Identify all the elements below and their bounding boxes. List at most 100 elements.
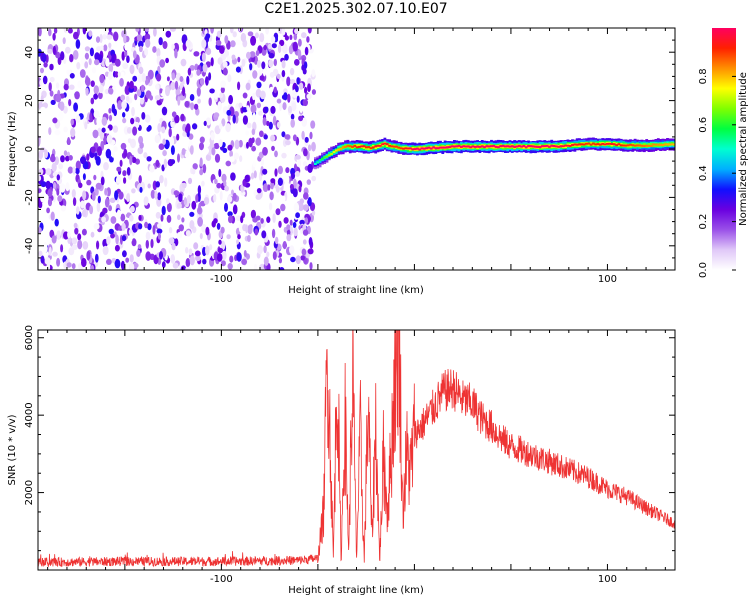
noise-blob — [139, 186, 143, 193]
noise-blob — [275, 208, 281, 216]
noise-blob — [253, 263, 258, 270]
noise-blob — [296, 77, 300, 85]
noise-blob — [254, 228, 259, 236]
noise-blob — [113, 108, 117, 117]
noise-blob — [89, 205, 94, 215]
noise-blob — [190, 102, 195, 111]
noise-blob — [165, 86, 170, 97]
noise-blob — [227, 74, 232, 83]
noise-blob — [82, 173, 86, 181]
noise-blob — [155, 83, 160, 90]
noise-blob — [307, 28, 312, 34]
noise-blob — [222, 67, 228, 76]
noise-blob — [232, 192, 237, 201]
noise-blob — [189, 220, 195, 230]
noise-blob — [116, 166, 122, 172]
noise-blob — [126, 55, 130, 63]
spectrogram-panel: -100 100 -40 -20 0 20 40 Height of straight li… — [7, 27, 676, 296]
noise-blob — [74, 91, 80, 100]
noise-blob — [108, 42, 112, 49]
noise-blob — [304, 217, 309, 225]
noise-blob — [310, 120, 316, 129]
noise-blob — [309, 262, 313, 270]
noise-blob — [90, 264, 95, 270]
noise-region — [38, 28, 317, 270]
noise-blob — [137, 244, 142, 250]
noise-blob — [52, 194, 56, 203]
ridge-segment — [548, 145, 551, 148]
noise-blob — [86, 250, 91, 261]
noise-blob — [217, 247, 224, 254]
ridge-segment — [462, 145, 466, 148]
noise-blob — [149, 164, 155, 173]
noise-blob — [135, 116, 140, 124]
noise-blob — [304, 46, 309, 56]
noise-blob — [117, 100, 123, 110]
noise-blob — [134, 93, 138, 101]
ridge-segment — [603, 143, 607, 146]
noise-blob — [195, 255, 201, 262]
noise-blob — [52, 117, 58, 124]
noise-blob — [296, 95, 300, 103]
noise-blob — [268, 202, 273, 211]
noise-blob — [287, 105, 293, 114]
noise-blob — [60, 244, 64, 253]
ridge-segment — [659, 144, 662, 147]
noise-blob — [69, 73, 75, 79]
noise-blob — [114, 190, 119, 201]
noise-blob — [79, 69, 86, 78]
ridge-segment — [504, 145, 507, 148]
noise-blob — [229, 255, 234, 263]
noise-blob — [56, 257, 61, 267]
noise-blob — [74, 168, 80, 175]
ridge-segment — [494, 145, 498, 148]
noise-blob — [174, 114, 180, 124]
noise-blob — [101, 216, 106, 223]
noise-blob — [106, 134, 113, 144]
noise-blob — [247, 31, 254, 37]
noise-blob — [275, 236, 279, 245]
noise-blob — [71, 263, 76, 270]
noise-blob — [250, 104, 257, 114]
noise-blob — [219, 92, 224, 98]
noise-blob — [187, 177, 193, 185]
noise-blob — [281, 131, 286, 138]
noise-blob — [163, 158, 168, 169]
noise-blob — [259, 90, 266, 100]
ridge-segment — [668, 143, 672, 146]
snr-xtick-label: -100 — [210, 574, 233, 585]
noise-blob — [55, 82, 60, 89]
noise-blob — [84, 76, 91, 86]
noise-blob — [221, 142, 226, 148]
noise-blob — [111, 53, 115, 64]
noise-blob — [291, 102, 297, 112]
noise-blob — [180, 265, 187, 270]
noise-blob — [90, 97, 95, 105]
noise-blob — [170, 81, 176, 91]
ridge-segment — [517, 145, 521, 147]
ridge-segment — [615, 144, 618, 147]
noise-blob — [213, 112, 220, 118]
noise-blob — [170, 28, 176, 32]
noise-blob — [168, 227, 173, 234]
noise-blob — [75, 114, 81, 123]
colorbar-tick-label: 0.0 — [698, 262, 709, 278]
noise-blob — [179, 76, 184, 82]
noise-blob — [286, 234, 292, 242]
noise-blob — [227, 144, 233, 151]
noise-blob — [255, 137, 262, 146]
noise-blob — [256, 81, 262, 89]
noise-blob — [189, 211, 195, 217]
noise-blob — [90, 80, 95, 87]
noise-blob — [44, 149, 49, 159]
noise-blob — [222, 147, 228, 153]
noise-blob — [126, 167, 131, 176]
ridge-segment — [527, 145, 530, 149]
noise-blob — [174, 238, 179, 247]
noise-blob — [299, 105, 303, 113]
noise-blob — [144, 48, 149, 56]
noise-blob — [129, 215, 134, 222]
noise-blob — [102, 207, 108, 214]
noise-blob — [180, 28, 185, 35]
noise-blob — [239, 65, 243, 75]
